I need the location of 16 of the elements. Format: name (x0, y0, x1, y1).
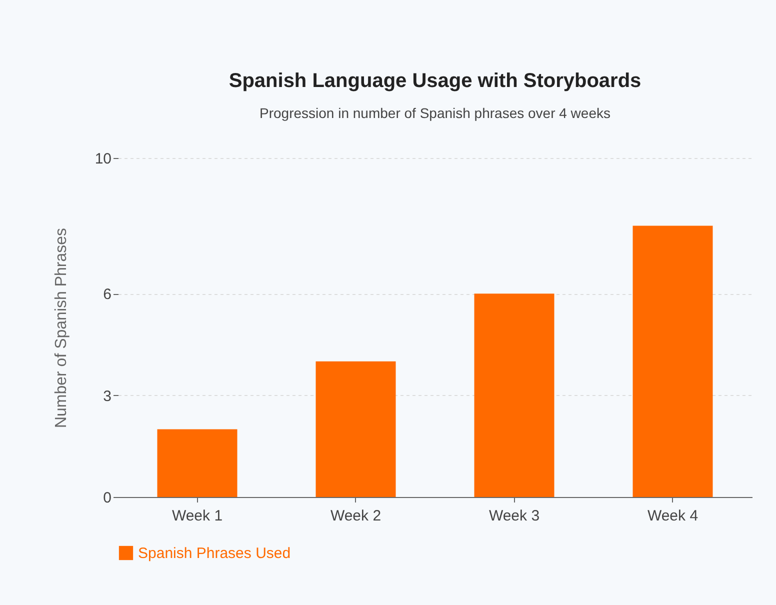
bar (474, 294, 554, 497)
y-tick-label: 0 (103, 490, 112, 506)
y-tick-label: 3 (103, 388, 112, 405)
x-tick-label: Week 4 (647, 508, 698, 524)
y-tick-label: 6 (103, 286, 112, 304)
y-axis-title: Number of Spanish Phrases (52, 228, 70, 428)
x-tick-label: Week 1 (172, 508, 223, 524)
chart-subtitle: Progression in number of Spanish phrases over 4 weeks (260, 105, 610, 121)
y-tick-label: 10 (94, 150, 112, 168)
bar (632, 226, 713, 497)
bar (316, 361, 396, 497)
bar (157, 429, 238, 497)
x-tick-label: Week 3 (488, 508, 540, 524)
x-tick-label: Week 2 (330, 508, 382, 524)
chart-title: Spanish Language Usage with Storyboards (228, 70, 642, 92)
legend-label: Spanish Phrases Used (138, 545, 291, 562)
